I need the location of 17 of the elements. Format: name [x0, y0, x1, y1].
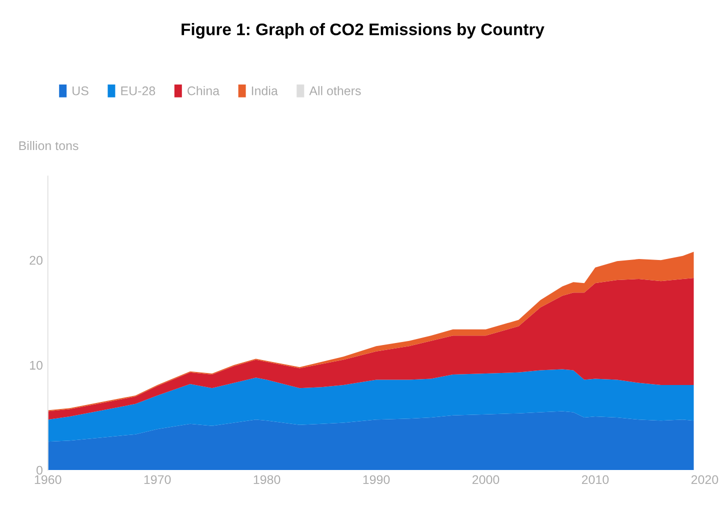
chart-title: Figure 1: Graph of CO2 Emissions by Country: [182, 23, 544, 39]
y-axis-title: Billion tons: [19, 140, 78, 150]
legend-label: All others: [309, 86, 361, 96]
x-tick-label: 2020: [691, 475, 718, 484]
legend-label: EU-28: [121, 86, 156, 96]
x-tick-label: 1960: [34, 475, 62, 484]
y-tick-label: 10: [30, 360, 42, 370]
legend-label: US: [72, 86, 88, 96]
x-tick-label: 2010: [582, 475, 609, 484]
x-tick-label: 2000: [472, 475, 500, 484]
y-tick-label: 20: [30, 256, 42, 265]
legend-label: China: [188, 86, 220, 96]
legend-label: India: [252, 86, 278, 96]
x-tick-label: 1980: [254, 475, 280, 484]
x-tick-label: 1970: [144, 475, 171, 484]
x-tick-label: 1990: [363, 475, 390, 484]
y-tick-label: 0: [36, 466, 42, 475]
